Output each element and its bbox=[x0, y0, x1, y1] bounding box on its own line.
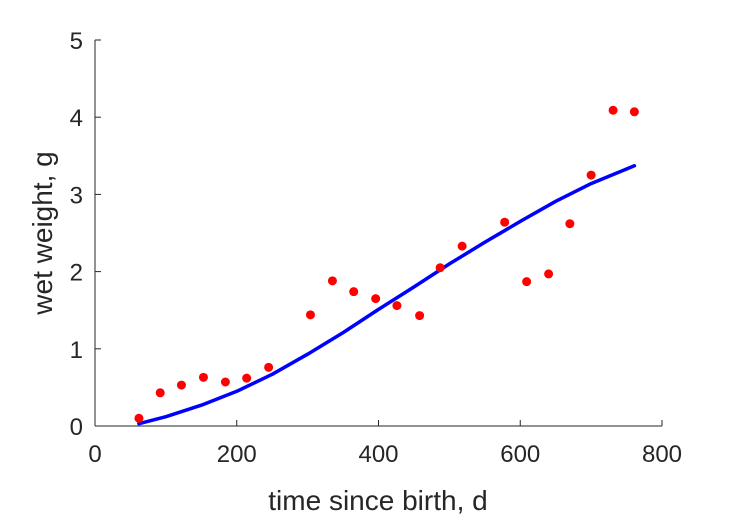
data-point bbox=[608, 105, 618, 115]
data-point bbox=[586, 170, 596, 180]
x-tick-label: 400 bbox=[358, 441, 398, 468]
data-point bbox=[629, 107, 639, 117]
y-tick-label: 3 bbox=[70, 182, 83, 209]
y-tick-label: 2 bbox=[70, 260, 83, 287]
ticks: 0 200 400 600 800 0 1 2 3 4 5 bbox=[70, 28, 682, 468]
data-point bbox=[176, 380, 186, 390]
x-tick-label: 0 bbox=[88, 441, 101, 468]
y-tick-label: 5 bbox=[70, 28, 83, 55]
data-point bbox=[500, 217, 510, 227]
x-tick-label: 800 bbox=[642, 441, 682, 468]
data-point bbox=[565, 219, 575, 229]
y-axis-label: wet weight, g bbox=[27, 151, 58, 315]
fit-curve-line bbox=[137, 164, 637, 426]
y-tick-label: 1 bbox=[70, 337, 83, 364]
data-point bbox=[349, 287, 359, 297]
x-tick-label: 200 bbox=[217, 441, 257, 468]
data-point bbox=[435, 263, 445, 273]
data-point bbox=[544, 269, 554, 279]
fit-curve-layer bbox=[137, 164, 637, 426]
data-point bbox=[220, 377, 230, 387]
y-tick-label: 4 bbox=[70, 105, 83, 132]
data-point bbox=[392, 301, 402, 311]
data-point bbox=[305, 310, 315, 320]
data-point bbox=[242, 373, 252, 383]
data-point bbox=[522, 277, 532, 287]
data-point bbox=[371, 294, 381, 304]
data-point bbox=[155, 388, 165, 398]
data-point bbox=[457, 241, 467, 251]
data-point bbox=[327, 276, 337, 286]
axes bbox=[94, 40, 662, 427]
data-point bbox=[415, 311, 425, 321]
y-tick-label: 0 bbox=[70, 414, 83, 441]
data-points-layer bbox=[134, 105, 639, 423]
x-axis-label: time since birth, d bbox=[268, 485, 487, 516]
x-tick-label: 600 bbox=[500, 441, 540, 468]
data-point bbox=[134, 413, 144, 423]
data-point bbox=[198, 372, 208, 382]
data-point bbox=[264, 362, 274, 372]
